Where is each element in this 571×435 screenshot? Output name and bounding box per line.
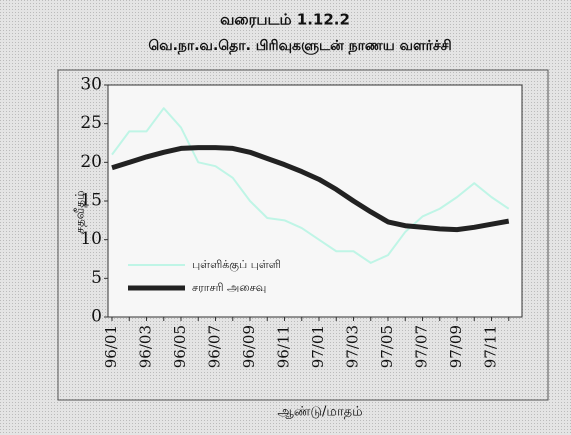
x-tick-label: 97/07 [413, 325, 431, 368]
x-tick-label: 97/01 [309, 325, 327, 368]
frame [57, 69, 549, 401]
chart-title: வரைபடம் 1.12.2 [220, 11, 350, 29]
x-tick-label: 96/03 [137, 325, 155, 368]
x-tick-label: 96/05 [171, 325, 189, 368]
x-tick-label: 97/11 [482, 325, 500, 368]
series-line [111, 107, 510, 264]
y-tick-label: 15 [80, 191, 102, 211]
x-tick-label: 96/01 [102, 325, 120, 368]
y-tick-label: 10 [80, 229, 102, 249]
legend-label: புள்ளிக்குப் புள்ளி [192, 258, 281, 273]
x-tick-label: 97/03 [344, 325, 362, 368]
x-tick-label: 96/07 [206, 325, 224, 368]
chart-subtitle: வெ.நா.வ.தொ. பிரிவுகளுடன் நாணய வளர்ச்சி [148, 38, 451, 55]
x-tick-label: 96/09 [240, 325, 258, 368]
y-tick-label: 25 [80, 113, 102, 133]
y-tick-label: 30 [80, 75, 102, 95]
x-tick-label: 97/09 [447, 325, 465, 368]
x-tick-label: 97/05 [378, 325, 396, 368]
x-axis-label: ஆண்டு/மாதம் [277, 405, 362, 420]
series-line [111, 145, 510, 233]
y-tick-label: 20 [80, 152, 102, 172]
y-axis-label: சதவீதம் [73, 190, 87, 233]
plot-area [107, 84, 523, 318]
x-tick-label: 96/11 [275, 325, 293, 368]
y-tick-label: 5 [91, 268, 102, 288]
y-tick-label: 0 [91, 307, 102, 327]
legend-label: சராசரி அசைவு [192, 281, 266, 294]
